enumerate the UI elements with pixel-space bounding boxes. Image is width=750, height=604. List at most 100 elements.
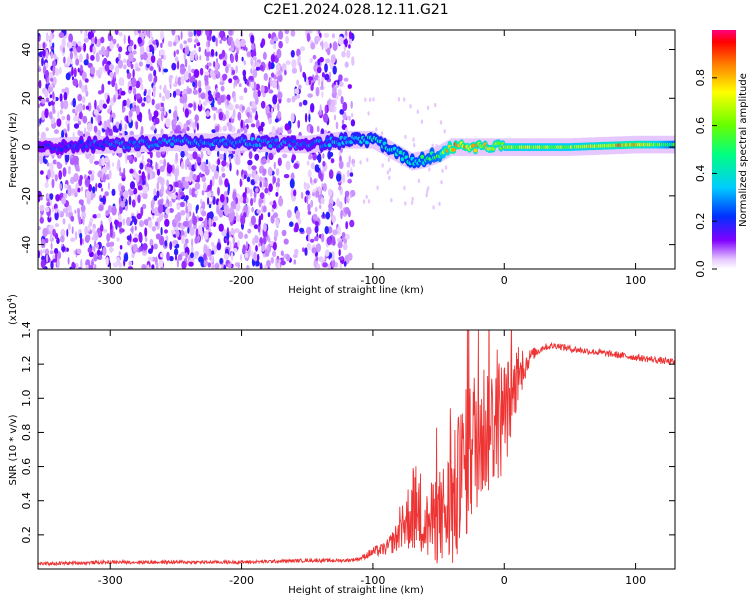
snr-y-tick-label: 0.2 <box>20 526 33 544</box>
heat-noise-cell <box>322 262 328 268</box>
colorbar-tick-label: 0.2 <box>694 212 707 230</box>
heat-noise-cell <box>332 41 338 52</box>
heat-noise-cell <box>184 70 189 81</box>
heat-noise-cell <box>270 72 275 78</box>
heat-noise-cell <box>241 105 245 111</box>
heat-noise-cell <box>65 207 69 218</box>
heat-noise-cell <box>299 62 302 69</box>
heat-noise-cell <box>268 183 273 193</box>
heat-noise-cell <box>38 67 42 72</box>
heat-noise-cell <box>325 211 331 220</box>
snr-multiplier-label: (x104) <box>6 294 19 325</box>
heat-noise-cell <box>240 215 246 225</box>
heat-noise-cell <box>87 247 92 254</box>
heat-noise-cell <box>260 100 266 109</box>
heat-noise-cell <box>126 115 129 124</box>
heat-noise-cell <box>119 245 123 250</box>
heat-noise-cell <box>49 41 53 48</box>
heat-noise-cell <box>215 37 218 47</box>
heat-noise-cell <box>77 40 82 47</box>
heat-noise-cell <box>263 222 267 232</box>
heat-noise-cell <box>127 266 133 269</box>
heat-noise-cell <box>236 156 241 165</box>
heat-noise-cell <box>348 37 352 45</box>
heat-noise-cell <box>135 93 142 99</box>
heat-noise-cell <box>100 197 105 202</box>
heat-noise-cell <box>205 85 211 91</box>
spectrogram-cells <box>38 30 675 269</box>
heat-noise-cell <box>322 153 325 159</box>
heat-noise-cell <box>348 30 352 40</box>
heat-noise-cell <box>58 66 62 75</box>
heat-noise-cell <box>112 262 119 268</box>
heat-noise-cell <box>88 170 93 175</box>
heat-noise-cell <box>352 162 355 168</box>
heat-noise-cell <box>250 34 255 44</box>
heat-noise-cell <box>336 173 342 182</box>
heat-noise-cell <box>197 103 203 112</box>
heat-noise-cell <box>133 170 136 175</box>
heat-noise-cell <box>200 92 206 100</box>
heat-noise-cell <box>102 103 108 109</box>
heat-noise-cell <box>89 217 94 223</box>
heat-noise-cell <box>38 36 41 42</box>
heat-noise-cell <box>123 167 126 176</box>
heat-noise-cell <box>194 79 198 89</box>
heat-noise-cell <box>275 192 279 197</box>
heat-noise-cell <box>242 173 245 181</box>
heat-noise-cell <box>272 241 277 251</box>
heat-noise-cell <box>175 152 179 162</box>
snr-ticks: -300 -200 -100 0 100 0.2 0.4 0.6 0.8 1.0 1.2 1.4 <box>20 321 675 587</box>
heat-noise-cell <box>123 197 126 203</box>
heat-noise-cell <box>163 158 167 168</box>
heat-noise-cell <box>175 75 178 83</box>
heat-noise-cell <box>93 125 98 133</box>
heat-noise-cell <box>290 112 295 123</box>
heat-noise-cell <box>45 49 49 60</box>
heat-noise-cell <box>141 154 144 161</box>
heat-noise-cell <box>219 126 222 133</box>
heat-noise-cell <box>203 181 207 192</box>
heat-noise-cell <box>232 75 239 81</box>
heat-noise-cell <box>97 249 101 257</box>
heat-noise-cell <box>323 41 329 50</box>
heat-noise-cell <box>204 73 209 83</box>
heat-noise-cell <box>72 78 79 87</box>
heat-noise-cell <box>212 221 217 228</box>
heat-noise-cell <box>192 151 198 160</box>
heat-noise-cell <box>404 201 407 206</box>
heat-noise-cell <box>208 161 211 171</box>
heat-noise-cell <box>243 74 247 82</box>
heat-noise-cell <box>278 127 283 136</box>
heat-noise-cell <box>188 103 193 108</box>
heat-noise-cell <box>102 60 105 67</box>
heat-noise-cell <box>72 188 77 195</box>
heat-noise-cell <box>346 161 351 168</box>
heat-noise-cell <box>95 52 99 62</box>
heat-noise-cell <box>147 172 150 181</box>
heat-noise-cell <box>272 43 277 50</box>
heat-noise-cell <box>45 253 49 263</box>
heat-noise-cell <box>55 68 60 77</box>
heat-noise-cell <box>285 254 291 262</box>
heat-noise-cell <box>307 243 312 251</box>
heat-noise-cell <box>189 187 192 196</box>
heat-noise-cell <box>131 77 137 88</box>
heat-noise-cell <box>188 174 192 183</box>
heat-noise-cell <box>276 262 280 269</box>
heat-noise-cell <box>102 166 108 175</box>
heat-noise-cell <box>71 226 74 235</box>
heat-noise-cell <box>137 30 142 34</box>
heat-noise-cell <box>127 188 132 194</box>
heat-noise-cell <box>204 93 209 103</box>
heat-noise-cell <box>134 193 138 202</box>
heat-noise-cell <box>57 111 60 119</box>
heat-ridge-cell <box>451 147 456 152</box>
heat-noise-cell <box>46 162 50 167</box>
heat-noise-cell <box>104 92 108 100</box>
spectrogram-x-tick-label: 0 <box>501 274 508 287</box>
heat-noise-cell <box>293 259 297 265</box>
heat-noise-cell <box>208 93 214 102</box>
heat-noise-cell <box>62 47 65 53</box>
heat-noise-cell <box>84 174 87 180</box>
